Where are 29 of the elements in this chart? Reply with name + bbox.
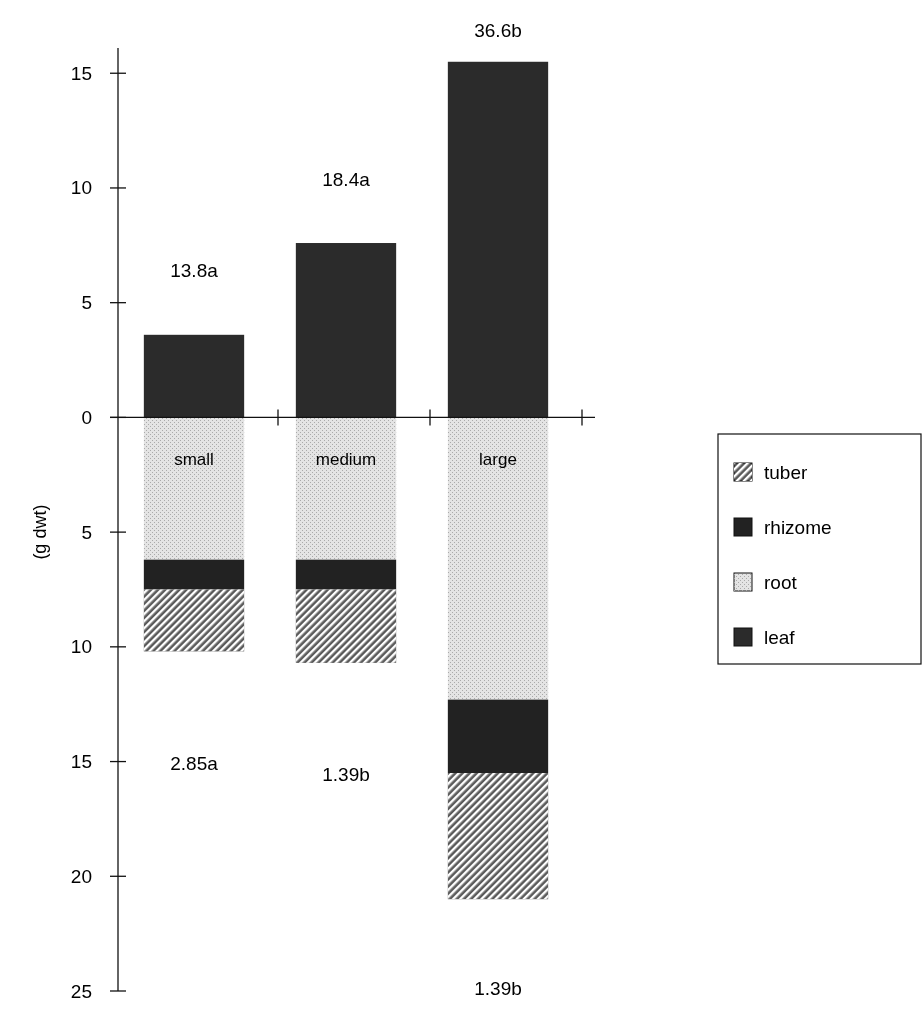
y-tick-label: 15: [70, 62, 92, 84]
annotation: 18.4a: [322, 168, 371, 190]
legend-label: rhizome: [764, 516, 832, 538]
text: 36.6b: [474, 19, 522, 41]
bar: [447, 61, 549, 418]
bar: [143, 334, 245, 418]
annotation: 13.8a: [170, 260, 219, 282]
annotation: 1.39b: [322, 764, 370, 786]
y-tick-label: 10: [70, 177, 92, 199]
y-axis-title: (g dwt): [30, 504, 50, 560]
y-tick-label: 0: [81, 406, 92, 428]
bar: [143, 559, 245, 590]
bar: [447, 699, 549, 774]
y-tick-label: 5: [81, 521, 92, 543]
bar: [295, 243, 397, 418]
annotation: 1.39b: [474, 977, 522, 999]
y-tick-label: 5: [81, 292, 92, 314]
annotation: 2.85a: [170, 752, 219, 774]
legend-label: tuber: [764, 461, 808, 483]
y-tick-label: 25: [70, 980, 92, 1002]
x-tick-label: medium: [315, 450, 377, 470]
x-tick-label: small: [174, 450, 214, 470]
y-tick-label: 15: [70, 751, 92, 773]
legend-label: leaf: [764, 626, 796, 648]
y-tick-label: 20: [70, 865, 92, 887]
legend-label: root: [764, 571, 798, 593]
bar: [295, 559, 397, 590]
y-tick-label: 10: [70, 636, 92, 658]
x-tick-label: large: [479, 450, 517, 470]
